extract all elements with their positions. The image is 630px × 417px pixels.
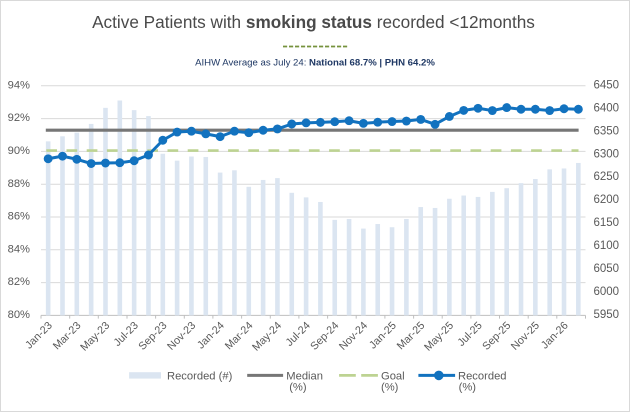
svg-text:88%: 88% — [8, 178, 30, 190]
svg-text:82%: 82% — [8, 276, 30, 288]
svg-text:94%: 94% — [8, 79, 30, 91]
svg-text:6350: 6350 — [594, 125, 620, 137]
svg-text:6050: 6050 — [594, 263, 620, 275]
svg-text:Goal: Goal — [381, 370, 405, 382]
svg-text:(%): (%) — [289, 382, 307, 394]
svg-text:Recorded (#): Recorded (#) — [167, 370, 233, 382]
svg-text:AIHW Average as July 24: Natio: AIHW Average as July 24: National 68.7% … — [195, 58, 435, 69]
svg-text:86%: 86% — [8, 211, 30, 223]
svg-text:Median: Median — [286, 370, 323, 382]
svg-text:90%: 90% — [8, 145, 30, 157]
svg-text:84%: 84% — [8, 243, 30, 255]
svg-text:6200: 6200 — [594, 194, 620, 206]
svg-text:(%): (%) — [381, 382, 399, 394]
svg-text:6400: 6400 — [594, 102, 620, 114]
svg-text:(%): (%) — [459, 382, 477, 394]
svg-text:6300: 6300 — [594, 148, 620, 160]
svg-text:Recorded: Recorded — [458, 370, 507, 382]
svg-text:6000: 6000 — [594, 286, 620, 298]
svg-text:92%: 92% — [8, 112, 30, 124]
svg-text:80%: 80% — [8, 309, 30, 321]
svg-text:6150: 6150 — [594, 217, 620, 229]
svg-text:6450: 6450 — [594, 79, 620, 91]
svg-text:5950: 5950 — [594, 309, 620, 321]
svg-text:6100: 6100 — [594, 240, 620, 252]
svg-text:Active Patients with smoking s: Active Patients with smoking status reco… — [92, 12, 535, 32]
svg-text:6250: 6250 — [594, 171, 620, 183]
